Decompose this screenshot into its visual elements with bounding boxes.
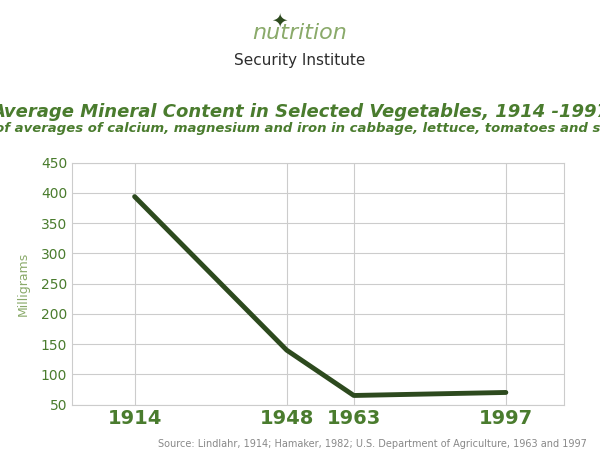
Text: nutrition: nutrition <box>253 22 347 43</box>
Text: Security Institute: Security Institute <box>235 53 365 68</box>
Y-axis label: Milligrams: Milligrams <box>17 252 29 316</box>
Text: Sums of averages of calcium, magnesium and iron in cabbage, lettuce, tomatoes an: Sums of averages of calcium, magnesium a… <box>0 122 600 135</box>
Text: ✦: ✦ <box>271 12 287 30</box>
Text: Average Mineral Content in Selected Vegetables, 1914 -1997: Average Mineral Content in Selected Vege… <box>0 103 600 121</box>
Text: Source: Lindlahr, 1914; Hamaker, 1982; U.S. Department of Agriculture, 1963 and : Source: Lindlahr, 1914; Hamaker, 1982; U… <box>158 438 586 449</box>
